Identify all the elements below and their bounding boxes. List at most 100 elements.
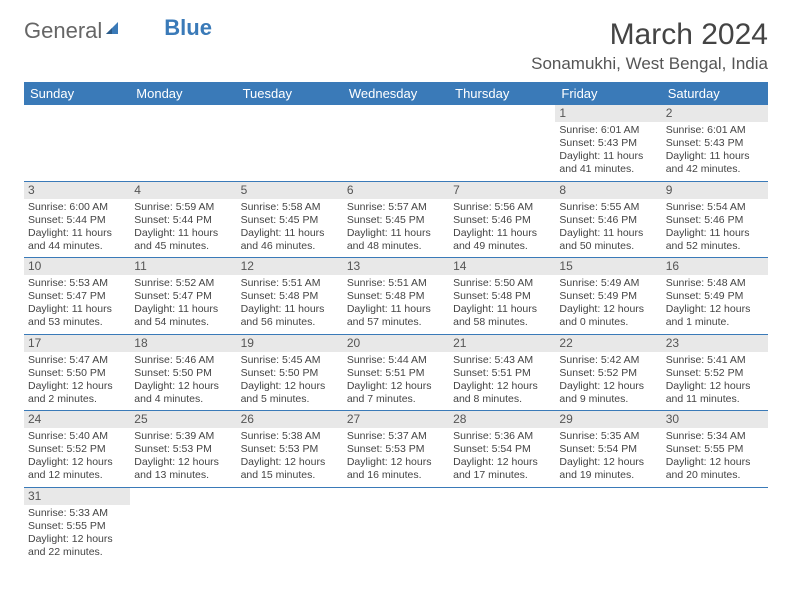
daylight-text: and 13 minutes.	[134, 469, 232, 482]
daylight-text: Daylight: 12 hours	[559, 380, 657, 393]
day-number: 15	[555, 258, 661, 275]
sunset-text: Sunset: 5:46 PM	[559, 214, 657, 227]
calendar-empty-cell	[449, 105, 555, 181]
sunset-text: Sunset: 5:51 PM	[453, 367, 551, 380]
logo-text-1: General	[24, 18, 102, 44]
page-title: March 2024	[531, 18, 768, 52]
sunset-text: Sunset: 5:55 PM	[28, 520, 126, 533]
daylight-text: and 5 minutes.	[241, 393, 339, 406]
sunrise-text: Sunrise: 5:33 AM	[28, 507, 126, 520]
daylight-text: and 50 minutes.	[559, 240, 657, 253]
weekday-header: Saturday	[662, 82, 768, 105]
sunrise-text: Sunrise: 5:58 AM	[241, 201, 339, 214]
day-number: 9	[662, 182, 768, 199]
daylight-text: and 42 minutes.	[666, 163, 764, 176]
daylight-text: and 22 minutes.	[28, 546, 126, 559]
daylight-text: and 57 minutes.	[347, 316, 445, 329]
daylight-text: Daylight: 11 hours	[347, 303, 445, 316]
calendar-day-cell: 29Sunrise: 5:35 AMSunset: 5:54 PMDayligh…	[555, 411, 661, 488]
sunrise-text: Sunrise: 5:55 AM	[559, 201, 657, 214]
sunrise-text: Sunrise: 6:00 AM	[28, 201, 126, 214]
day-number: 16	[662, 258, 768, 275]
daylight-text: Daylight: 12 hours	[347, 380, 445, 393]
daylight-text: Daylight: 12 hours	[666, 380, 764, 393]
logo-text-2: Blue	[164, 15, 212, 41]
day-number: 2	[662, 105, 768, 122]
sunrise-text: Sunrise: 5:51 AM	[241, 277, 339, 290]
daylight-text: and 15 minutes.	[241, 469, 339, 482]
daylight-text: Daylight: 11 hours	[28, 227, 126, 240]
calendar-day-cell: 26Sunrise: 5:38 AMSunset: 5:53 PMDayligh…	[237, 411, 343, 488]
calendar-day-cell: 7Sunrise: 5:56 AMSunset: 5:46 PMDaylight…	[449, 181, 555, 258]
day-number: 23	[662, 335, 768, 352]
sunrise-text: Sunrise: 5:38 AM	[241, 430, 339, 443]
daylight-text: and 56 minutes.	[241, 316, 339, 329]
calendar-day-cell: 28Sunrise: 5:36 AMSunset: 5:54 PMDayligh…	[449, 411, 555, 488]
sunset-text: Sunset: 5:55 PM	[666, 443, 764, 456]
day-number: 26	[237, 411, 343, 428]
calendar-empty-cell	[130, 105, 236, 181]
calendar-day-cell: 11Sunrise: 5:52 AMSunset: 5:47 PMDayligh…	[130, 258, 236, 335]
calendar-day-cell: 10Sunrise: 5:53 AMSunset: 5:47 PMDayligh…	[24, 258, 130, 335]
calendar-day-cell: 17Sunrise: 5:47 AMSunset: 5:50 PMDayligh…	[24, 334, 130, 411]
sunrise-text: Sunrise: 5:36 AM	[453, 430, 551, 443]
daylight-text: and 44 minutes.	[28, 240, 126, 253]
sunset-text: Sunset: 5:50 PM	[241, 367, 339, 380]
daylight-text: and 16 minutes.	[347, 469, 445, 482]
calendar-day-cell: 19Sunrise: 5:45 AMSunset: 5:50 PMDayligh…	[237, 334, 343, 411]
sunset-text: Sunset: 5:52 PM	[666, 367, 764, 380]
daylight-text: and 46 minutes.	[241, 240, 339, 253]
daylight-text: Daylight: 12 hours	[666, 456, 764, 469]
daylight-text: and 1 minute.	[666, 316, 764, 329]
day-number: 17	[24, 335, 130, 352]
calendar-empty-cell	[237, 487, 343, 563]
location: Sonamukhi, West Bengal, India	[531, 54, 768, 74]
day-number: 5	[237, 182, 343, 199]
day-number: 24	[24, 411, 130, 428]
sunrise-text: Sunrise: 5:40 AM	[28, 430, 126, 443]
daylight-text: Daylight: 12 hours	[28, 533, 126, 546]
daylight-text: and 4 minutes.	[134, 393, 232, 406]
daylight-text: Daylight: 11 hours	[453, 303, 551, 316]
sunrise-text: Sunrise: 5:53 AM	[28, 277, 126, 290]
daylight-text: Daylight: 12 hours	[559, 456, 657, 469]
logo: General Blue	[24, 18, 212, 44]
calendar-day-cell: 24Sunrise: 5:40 AMSunset: 5:52 PMDayligh…	[24, 411, 130, 488]
day-number: 28	[449, 411, 555, 428]
sunset-text: Sunset: 5:50 PM	[134, 367, 232, 380]
day-number: 3	[24, 182, 130, 199]
calendar-week-row: 1Sunrise: 6:01 AMSunset: 5:43 PMDaylight…	[24, 105, 768, 181]
sunrise-text: Sunrise: 5:35 AM	[559, 430, 657, 443]
calendar-day-cell: 13Sunrise: 5:51 AMSunset: 5:48 PMDayligh…	[343, 258, 449, 335]
calendar-week-row: 10Sunrise: 5:53 AMSunset: 5:47 PMDayligh…	[24, 258, 768, 335]
sunset-text: Sunset: 5:54 PM	[559, 443, 657, 456]
sunrise-text: Sunrise: 6:01 AM	[666, 124, 764, 137]
weekday-header: Friday	[555, 82, 661, 105]
sunrise-text: Sunrise: 5:56 AM	[453, 201, 551, 214]
calendar-empty-cell	[237, 105, 343, 181]
daylight-text: Daylight: 12 hours	[559, 303, 657, 316]
calendar-day-cell: 12Sunrise: 5:51 AMSunset: 5:48 PMDayligh…	[237, 258, 343, 335]
sunset-text: Sunset: 5:54 PM	[453, 443, 551, 456]
day-number: 25	[130, 411, 236, 428]
sunset-text: Sunset: 5:43 PM	[559, 137, 657, 150]
sunrise-text: Sunrise: 5:51 AM	[347, 277, 445, 290]
daylight-text: and 0 minutes.	[559, 316, 657, 329]
daylight-text: and 54 minutes.	[134, 316, 232, 329]
calendar-week-row: 17Sunrise: 5:47 AMSunset: 5:50 PMDayligh…	[24, 334, 768, 411]
sunrise-text: Sunrise: 5:52 AM	[134, 277, 232, 290]
daylight-text: Daylight: 12 hours	[453, 380, 551, 393]
calendar-week-row: 24Sunrise: 5:40 AMSunset: 5:52 PMDayligh…	[24, 411, 768, 488]
header: General Blue March 2024 Sonamukhi, West …	[24, 18, 768, 74]
calendar-table: SundayMondayTuesdayWednesdayThursdayFrid…	[24, 82, 768, 563]
weekday-header: Thursday	[449, 82, 555, 105]
daylight-text: Daylight: 11 hours	[559, 150, 657, 163]
sunrise-text: Sunrise: 6:01 AM	[559, 124, 657, 137]
sunset-text: Sunset: 5:50 PM	[28, 367, 126, 380]
sunrise-text: Sunrise: 5:50 AM	[453, 277, 551, 290]
sunrise-text: Sunrise: 5:39 AM	[134, 430, 232, 443]
daylight-text: Daylight: 12 hours	[241, 456, 339, 469]
calendar-day-cell: 4Sunrise: 5:59 AMSunset: 5:44 PMDaylight…	[130, 181, 236, 258]
daylight-text: and 19 minutes.	[559, 469, 657, 482]
sunset-text: Sunset: 5:49 PM	[559, 290, 657, 303]
